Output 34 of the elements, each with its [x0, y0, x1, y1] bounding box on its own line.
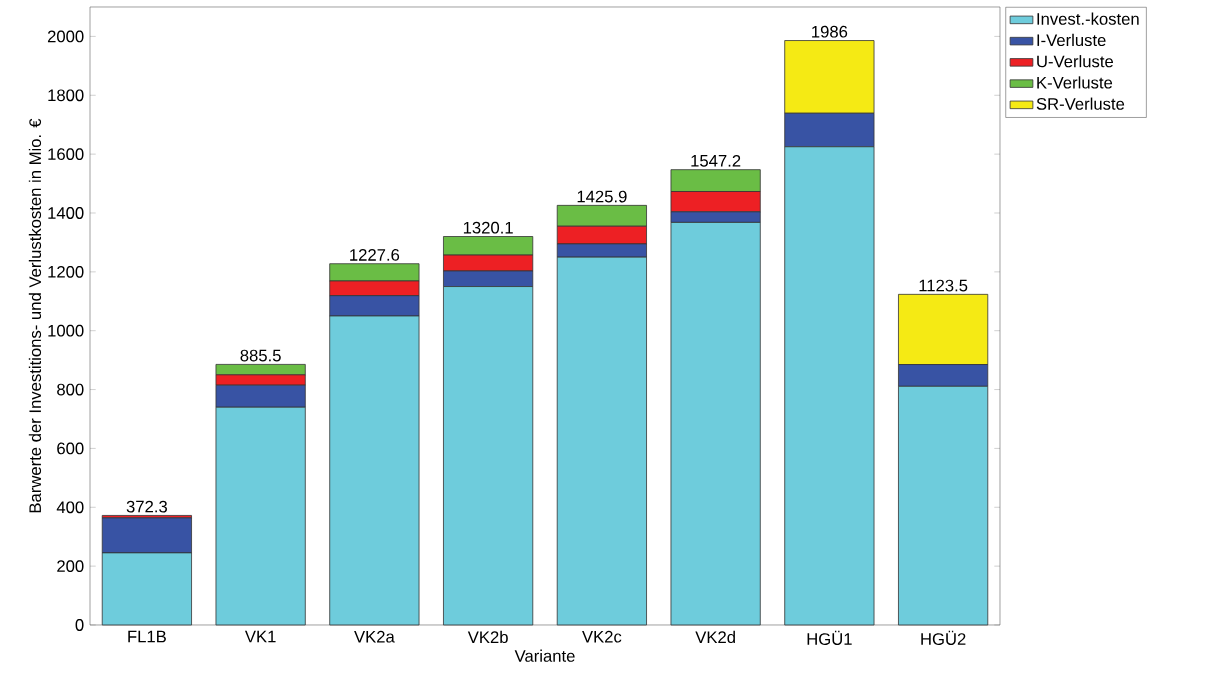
legend-label: I-Verluste: [1037, 33, 1106, 47]
total-label: 1547.2: [691, 154, 741, 167]
y-tick-label: 800: [57, 383, 84, 396]
y-tick-label: 1400: [48, 207, 84, 219]
y-tick-label: 1000: [48, 324, 84, 337]
legend-label: U-Verluste: [1037, 55, 1114, 68]
x-tick-label: HGÜ2: [921, 630, 966, 645]
y-tick-label: 1600: [48, 148, 84, 161]
y-tick-label: 600: [57, 442, 84, 455]
total-label: 1425.9: [577, 190, 627, 203]
y-tick-label: 2000: [47, 30, 84, 43]
total-label: 1227.6: [350, 249, 400, 261]
x-tick-label: FL1B: [128, 630, 166, 643]
y-axis-title: Barwerte der Investitions- und Verlustkosten in Mio. €: [28, 118, 42, 513]
total-label: 885.5: [240, 349, 281, 362]
total-label: 1123.5: [919, 279, 968, 292]
x-axis-title: Variante: [514, 649, 575, 662]
x-tick-label: HGÜ1: [807, 630, 852, 645]
legend-label: SR-Verluste: [1036, 97, 1125, 110]
y-tick-label: 1200: [48, 265, 84, 278]
y-tick-label: 1800: [48, 89, 84, 102]
x-tick-label: VK2d: [695, 630, 735, 644]
total-label: 1986: [812, 25, 848, 38]
legend-label: K-Verluste: [1037, 76, 1113, 89]
x-tick-label: VK2a: [354, 630, 395, 643]
x-tick-label: VK2c: [582, 630, 622, 643]
y-tick-label: 200: [57, 560, 84, 573]
x-tick-label: VK2b: [467, 630, 508, 644]
y-tick-label: 400: [56, 501, 84, 514]
total-label: 1320.1: [463, 221, 513, 234]
y-tick-label: 0: [75, 619, 84, 631]
x-tick-label: VK1: [244, 630, 276, 643]
total-label: 372.3: [126, 500, 167, 513]
legend-label: Invest.-kosten: [1037, 12, 1139, 25]
